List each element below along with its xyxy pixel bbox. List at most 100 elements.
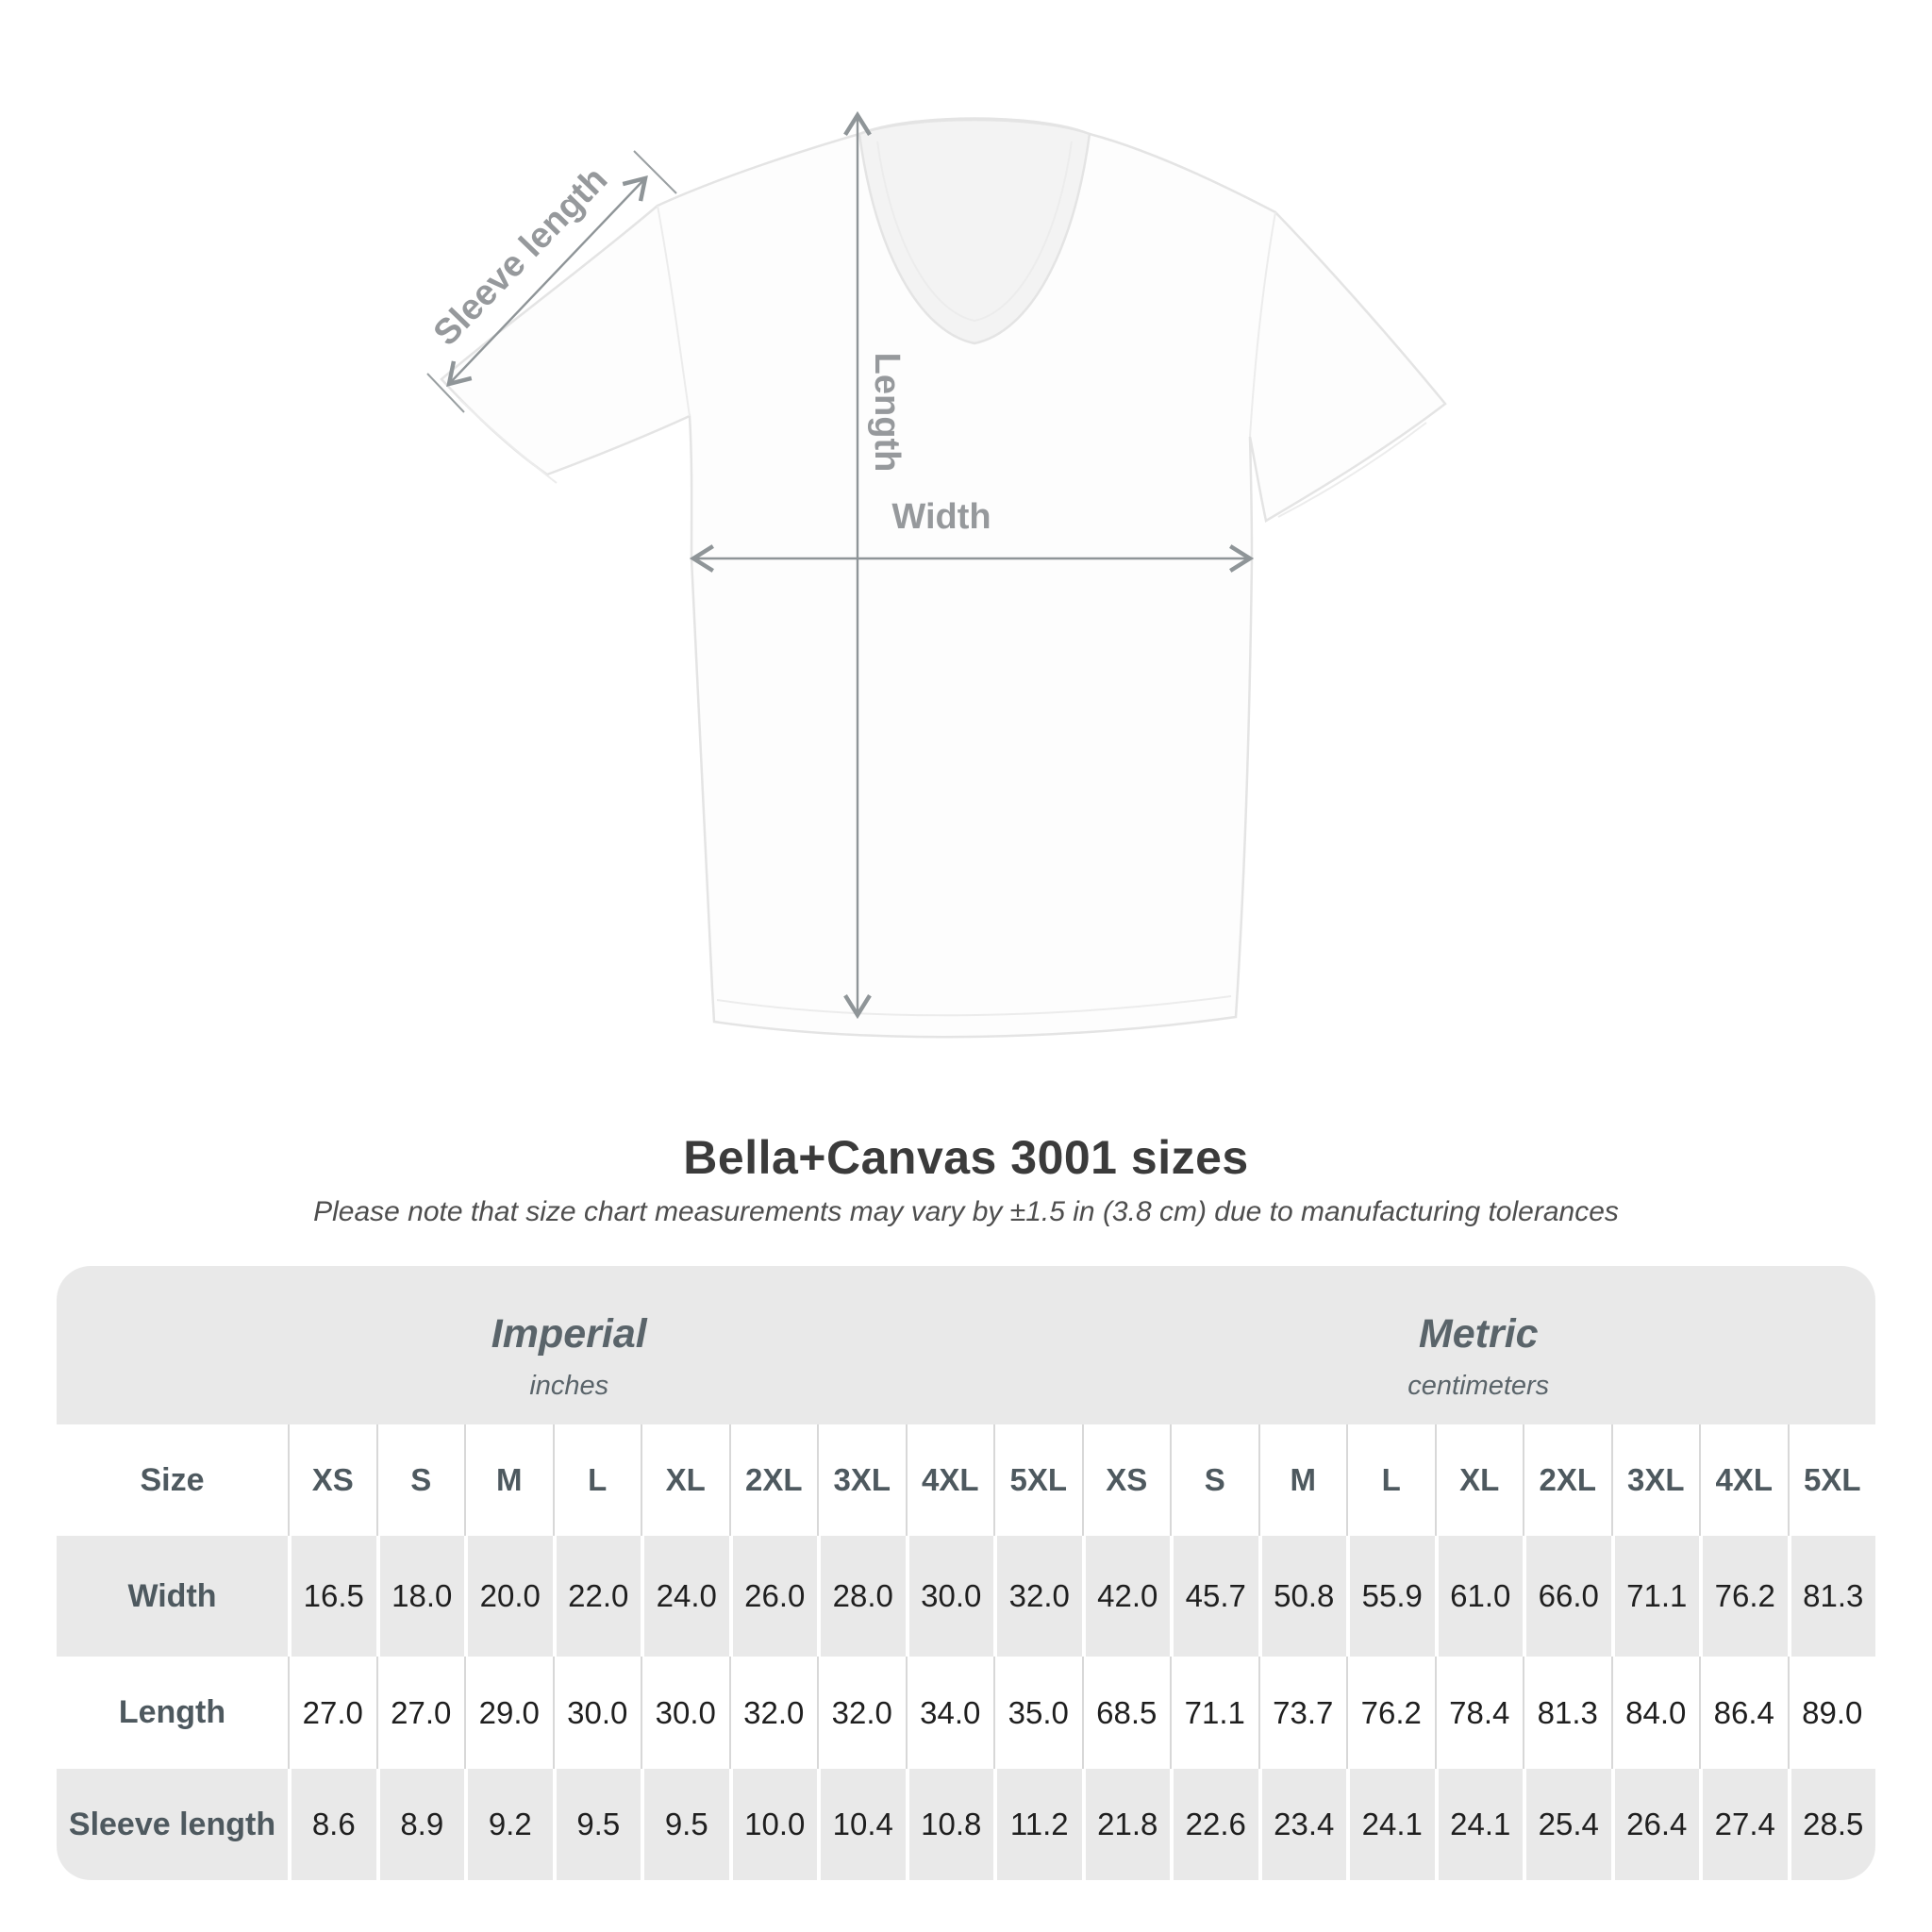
width-imperial-value: 18.0 [375,1536,465,1657]
size-table: Imperial inches Metric centimeters Size … [57,1266,1875,1880]
length-metric-value: 76.2 [1346,1657,1435,1769]
sleeve-metric-value: 21.8 [1081,1769,1171,1880]
width-metric-value: 50.8 [1257,1536,1347,1657]
sleeve-metric-value: 24.1 [1434,1769,1524,1880]
size-header-row: Size XS S M L XL 2XL 3XL 4XL 5XL XS S M … [57,1424,1875,1536]
width-metric-value: 61.0 [1434,1536,1524,1657]
row-label-sleeve-length: Sleeve length [68,1806,276,1842]
width-imperial-value: 22.0 [552,1536,641,1657]
length-imperial-value: 32.0 [728,1657,818,1769]
size-header-imperial-l: L [552,1424,641,1536]
hem-stitch [716,995,1232,1017]
table-row-length: Length 27.0 27.0 29.0 30.0 30.0 32.0 32.… [57,1657,1875,1769]
size-header-imperial-3xl: 3XL [817,1424,906,1536]
sleeve-metric-value: 25.4 [1523,1769,1611,1880]
width-metric-value: 71.1 [1610,1536,1700,1657]
row-label-width: Width [127,1577,217,1614]
metric-units: centimeters [1407,1371,1550,1401]
right-sleeve-seam [1249,211,1276,438]
size-header-metric-2xl: 2XL [1523,1424,1611,1536]
length-dimension-label: Length [867,353,907,473]
width-imperial-value: 24.0 [641,1536,729,1657]
width-metric-value: 66.0 [1523,1536,1611,1657]
size-header-imperial-4xl: 4XL [905,1424,994,1536]
sleeve-imperial-value: 10.8 [905,1769,994,1880]
size-corner-header: Size [140,1461,205,1498]
size-header-imperial-s: S [375,1424,465,1536]
sleeve-metric-value: 27.4 [1699,1769,1788,1880]
sleeve-metric-value: 24.1 [1346,1769,1435,1880]
sleeve-length-end-tick-bottom [426,373,465,413]
size-header-metric-5xl: 5XL [1787,1424,1876,1536]
collar-ribbing [876,141,1073,323]
collar-opening [858,118,1091,345]
length-metric-value: 78.4 [1434,1657,1524,1769]
sleeve-imperial-value: 8.6 [288,1769,376,1880]
tolerance-note: Please note that size chart measurements… [313,1196,1619,1227]
size-header-metric-s: S [1170,1424,1258,1536]
length-metric-value: 68.5 [1081,1657,1171,1769]
tshirt-measurement-diagram: Length Width Sleeve length [426,110,1447,1039]
table-row-sleeve-length: Sleeve length 8.6 8.9 9.2 9.5 9.5 10.0 1… [57,1769,1875,1880]
size-header-imperial-5xl: 5XL [993,1424,1082,1536]
length-metric-value: 81.3 [1523,1657,1611,1769]
width-dimension-label: Width [891,497,991,537]
sleeve-imperial-value: 10.0 [728,1769,818,1880]
length-metric-value: 86.4 [1699,1657,1788,1769]
size-header-imperial-xl: XL [641,1424,729,1536]
length-metric-value: 71.1 [1170,1657,1258,1769]
table-row-width: Width 16.5 18.0 20.0 22.0 24.0 26.0 28.0… [57,1536,1875,1657]
sleeve-imperial-value: 10.4 [817,1769,906,1880]
page-title: Bella+Canvas 3001 sizes [683,1131,1249,1184]
width-metric-value: 45.7 [1170,1536,1258,1657]
width-metric-value: 55.9 [1346,1536,1435,1657]
width-imperial-value: 20.0 [464,1536,553,1657]
row-label-length: Length [118,1694,226,1730]
length-imperial-value: 30.0 [552,1657,641,1769]
sleeve-length-end-tick-top [633,150,677,194]
size-header-metric-4xl: 4XL [1699,1424,1788,1536]
size-header-metric-l: L [1346,1424,1435,1536]
length-imperial-value: 32.0 [817,1657,906,1769]
sleeve-imperial-value: 9.5 [552,1769,641,1880]
length-metric-value: 73.7 [1257,1657,1347,1769]
imperial-units: inches [529,1371,609,1401]
sleeve-length-arrow [446,175,648,388]
metric-label: Metric [1418,1311,1539,1357]
length-imperial-value: 34.0 [905,1657,994,1769]
length-imperial-value: 27.0 [288,1657,376,1769]
size-header-metric-xl: XL [1434,1424,1524,1536]
sleeve-metric-value: 26.4 [1610,1769,1700,1880]
width-metric-value: 76.2 [1699,1536,1788,1657]
sleeve-imperial-value: 9.5 [641,1769,729,1880]
length-metric-value: 89.0 [1787,1657,1876,1769]
width-imperial-value: 16.5 [288,1536,376,1657]
imperial-label: Imperial [491,1311,647,1357]
width-metric-value: 81.3 [1787,1536,1876,1657]
sleeve-metric-value: 28.5 [1787,1769,1876,1880]
sleeve-metric-value: 23.4 [1257,1769,1347,1880]
length-imperial-value: 30.0 [641,1657,729,1769]
size-header-imperial-2xl: 2XL [728,1424,818,1536]
sleeve-imperial-value: 9.2 [464,1769,553,1880]
sleeve-imperial-value: 8.9 [375,1769,465,1880]
size-header-metric-xs: XS [1081,1424,1171,1536]
unit-group-band: Imperial inches Metric centimeters [57,1266,1875,1424]
width-imperial-value: 26.0 [728,1536,818,1657]
sleeve-imperial-value: 11.2 [993,1769,1082,1880]
length-metric-value: 84.0 [1610,1657,1700,1769]
left-cuff-stitch [458,398,558,484]
width-imperial-value: 30.0 [905,1536,994,1657]
width-imperial-value: 32.0 [993,1536,1082,1657]
size-header-imperial-xs: XS [288,1424,376,1536]
right-cuff-stitch [1277,422,1427,518]
size-header-imperial-m: M [464,1424,553,1536]
left-sleeve-seam [657,205,691,417]
width-imperial-value: 28.0 [817,1536,906,1657]
imperial-group-header: Imperial inches [57,1266,1082,1424]
width-metric-value: 42.0 [1081,1536,1171,1657]
metric-group-header: Metric centimeters [1082,1266,1876,1424]
size-header-metric-m: M [1257,1424,1347,1536]
length-imperial-value: 29.0 [464,1657,553,1769]
